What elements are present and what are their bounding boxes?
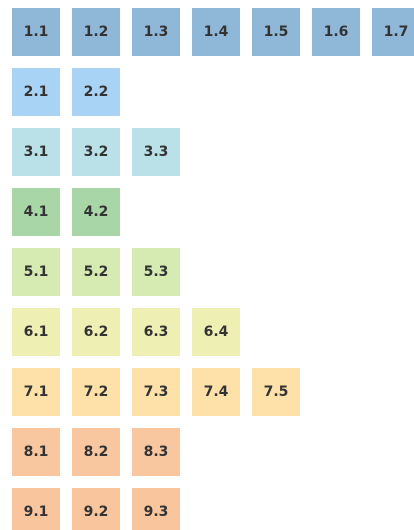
tile: 7.2 [72,368,120,416]
tile: 8.2 [72,428,120,476]
tile: 7.5 [252,368,300,416]
tile: 2.1 [12,68,60,116]
tile: 1.5 [252,8,300,56]
tile: 6.2 [72,308,120,356]
tile: 5.2 [72,248,120,296]
tile: 1.4 [192,8,240,56]
tile: 9.3 [132,488,180,530]
tile: 3.2 [72,128,120,176]
tile: 1.2 [72,8,120,56]
tile: 6.3 [132,308,180,356]
tile: 4.2 [72,188,120,236]
tile: 1.3 [132,8,180,56]
tile: 5.3 [132,248,180,296]
tile: 7.1 [12,368,60,416]
tile: 1.1 [12,8,60,56]
tile: 8.1 [12,428,60,476]
tile: 9.2 [72,488,120,530]
tile: 1.6 [312,8,360,56]
tile: 5.1 [12,248,60,296]
tile: 4.1 [12,188,60,236]
tile: 7.3 [132,368,180,416]
tile: 9.1 [12,488,60,530]
tile: 6.4 [192,308,240,356]
tile: 3.1 [12,128,60,176]
tile: 3.3 [132,128,180,176]
tile: 8.3 [132,428,180,476]
tile: 6.1 [12,308,60,356]
tile: 7.4 [192,368,240,416]
tile: 1.7 [372,8,414,56]
tile: 2.2 [72,68,120,116]
